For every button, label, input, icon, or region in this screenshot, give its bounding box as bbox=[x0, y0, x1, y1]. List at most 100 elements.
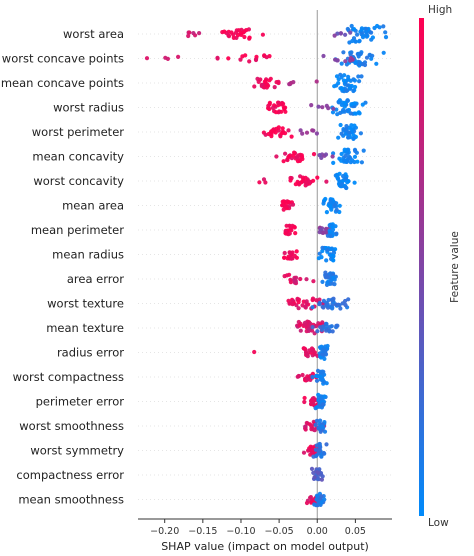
shap-point bbox=[331, 254, 336, 259]
shap-point bbox=[297, 323, 302, 328]
shap-point bbox=[351, 136, 356, 141]
shap-point bbox=[320, 245, 325, 250]
shap-point bbox=[330, 329, 335, 334]
shap-point bbox=[270, 105, 275, 110]
shap-point bbox=[193, 33, 198, 38]
shap-point bbox=[315, 368, 321, 373]
feature-label: perimeter error bbox=[36, 395, 125, 409]
shap-point bbox=[286, 128, 291, 133]
shap-point bbox=[304, 130, 310, 135]
colorbar-title: Feature value bbox=[449, 231, 461, 303]
shap-point bbox=[290, 302, 295, 307]
shap-point bbox=[352, 154, 358, 159]
shap-point bbox=[336, 135, 341, 140]
shap-point bbox=[282, 255, 287, 260]
shap-point bbox=[324, 442, 329, 447]
shap-point bbox=[282, 203, 287, 208]
shap-point bbox=[360, 102, 365, 107]
shap-point bbox=[312, 352, 317, 357]
shap-point bbox=[239, 32, 244, 38]
shap-point bbox=[254, 54, 259, 60]
shap-point bbox=[302, 322, 307, 327]
shap-point bbox=[247, 35, 252, 40]
shap-point bbox=[289, 134, 294, 139]
shap-point bbox=[332, 282, 337, 287]
shap-point bbox=[306, 448, 311, 453]
shap-point bbox=[336, 77, 341, 82]
shap-point bbox=[309, 427, 314, 432]
shap-point bbox=[346, 77, 351, 82]
shap-point bbox=[311, 470, 316, 475]
shap-point bbox=[308, 495, 313, 500]
shap-point bbox=[321, 53, 326, 59]
shap-point bbox=[197, 30, 202, 36]
shap-point bbox=[281, 159, 286, 164]
shap-point bbox=[290, 202, 296, 207]
shap-point bbox=[252, 349, 257, 355]
shap-point bbox=[369, 30, 374, 35]
feature-label: compactness error bbox=[16, 468, 124, 482]
shap-point bbox=[339, 131, 344, 136]
shap-point bbox=[144, 56, 150, 61]
shap-point bbox=[289, 228, 294, 233]
shap-point bbox=[360, 62, 365, 67]
shap-point bbox=[325, 247, 330, 253]
shap-point bbox=[344, 185, 349, 190]
shap-point bbox=[262, 53, 267, 58]
shap-point bbox=[328, 233, 333, 239]
shap-point bbox=[355, 52, 360, 57]
x-tick-label: −0.20 bbox=[150, 526, 179, 537]
shap-point bbox=[314, 131, 319, 136]
shap-point bbox=[372, 25, 377, 31]
shap-point bbox=[314, 418, 319, 423]
shap-point bbox=[352, 123, 357, 128]
shap-point bbox=[344, 124, 349, 129]
shap-point bbox=[307, 327, 312, 332]
shap-point bbox=[331, 160, 336, 165]
shap-point bbox=[322, 451, 327, 456]
shap-point bbox=[322, 356, 327, 361]
shap-point bbox=[309, 103, 314, 108]
shap-point bbox=[288, 277, 293, 282]
shap-point bbox=[242, 29, 247, 34]
feature-label: mean smoothness bbox=[18, 493, 124, 507]
shap-point bbox=[305, 377, 310, 382]
shap-point bbox=[287, 301, 292, 306]
shap-point bbox=[315, 175, 320, 180]
shap-point bbox=[330, 230, 335, 236]
shap-point bbox=[328, 324, 333, 329]
shap-point bbox=[383, 30, 388, 35]
shap-point bbox=[343, 176, 348, 181]
feature-label: worst texture bbox=[47, 297, 124, 311]
shap-point bbox=[303, 427, 308, 432]
shap-point bbox=[310, 374, 315, 380]
shap-point bbox=[323, 152, 329, 157]
x-axis: −0.20 −0.15 −0.10 −0.05 0.00 0.05 bbox=[138, 518, 392, 537]
feature-label: mean area bbox=[62, 199, 124, 213]
shap-point bbox=[337, 303, 342, 308]
shap-point bbox=[296, 374, 301, 379]
shap-point bbox=[321, 298, 326, 303]
shap-point bbox=[317, 251, 322, 256]
shap-point bbox=[340, 87, 345, 92]
shap-point bbox=[332, 33, 337, 38]
shap-point bbox=[314, 378, 320, 383]
shap-point bbox=[319, 371, 325, 376]
shap-point bbox=[351, 27, 357, 32]
feature-label: area error bbox=[67, 272, 124, 286]
shap-point bbox=[229, 30, 234, 35]
shap-point bbox=[316, 449, 322, 454]
shap-point bbox=[282, 250, 287, 256]
shap-point bbox=[325, 274, 330, 280]
shap-point bbox=[310, 305, 315, 310]
shap-point bbox=[280, 126, 285, 131]
shap-point bbox=[369, 37, 374, 42]
shap-point bbox=[296, 306, 301, 311]
shap-point bbox=[262, 79, 267, 84]
shap-point bbox=[272, 85, 277, 90]
shap-point bbox=[296, 300, 301, 305]
shap-point bbox=[298, 328, 303, 333]
shap-point bbox=[315, 476, 320, 482]
shap-point bbox=[352, 180, 357, 185]
shap-point bbox=[318, 418, 323, 423]
